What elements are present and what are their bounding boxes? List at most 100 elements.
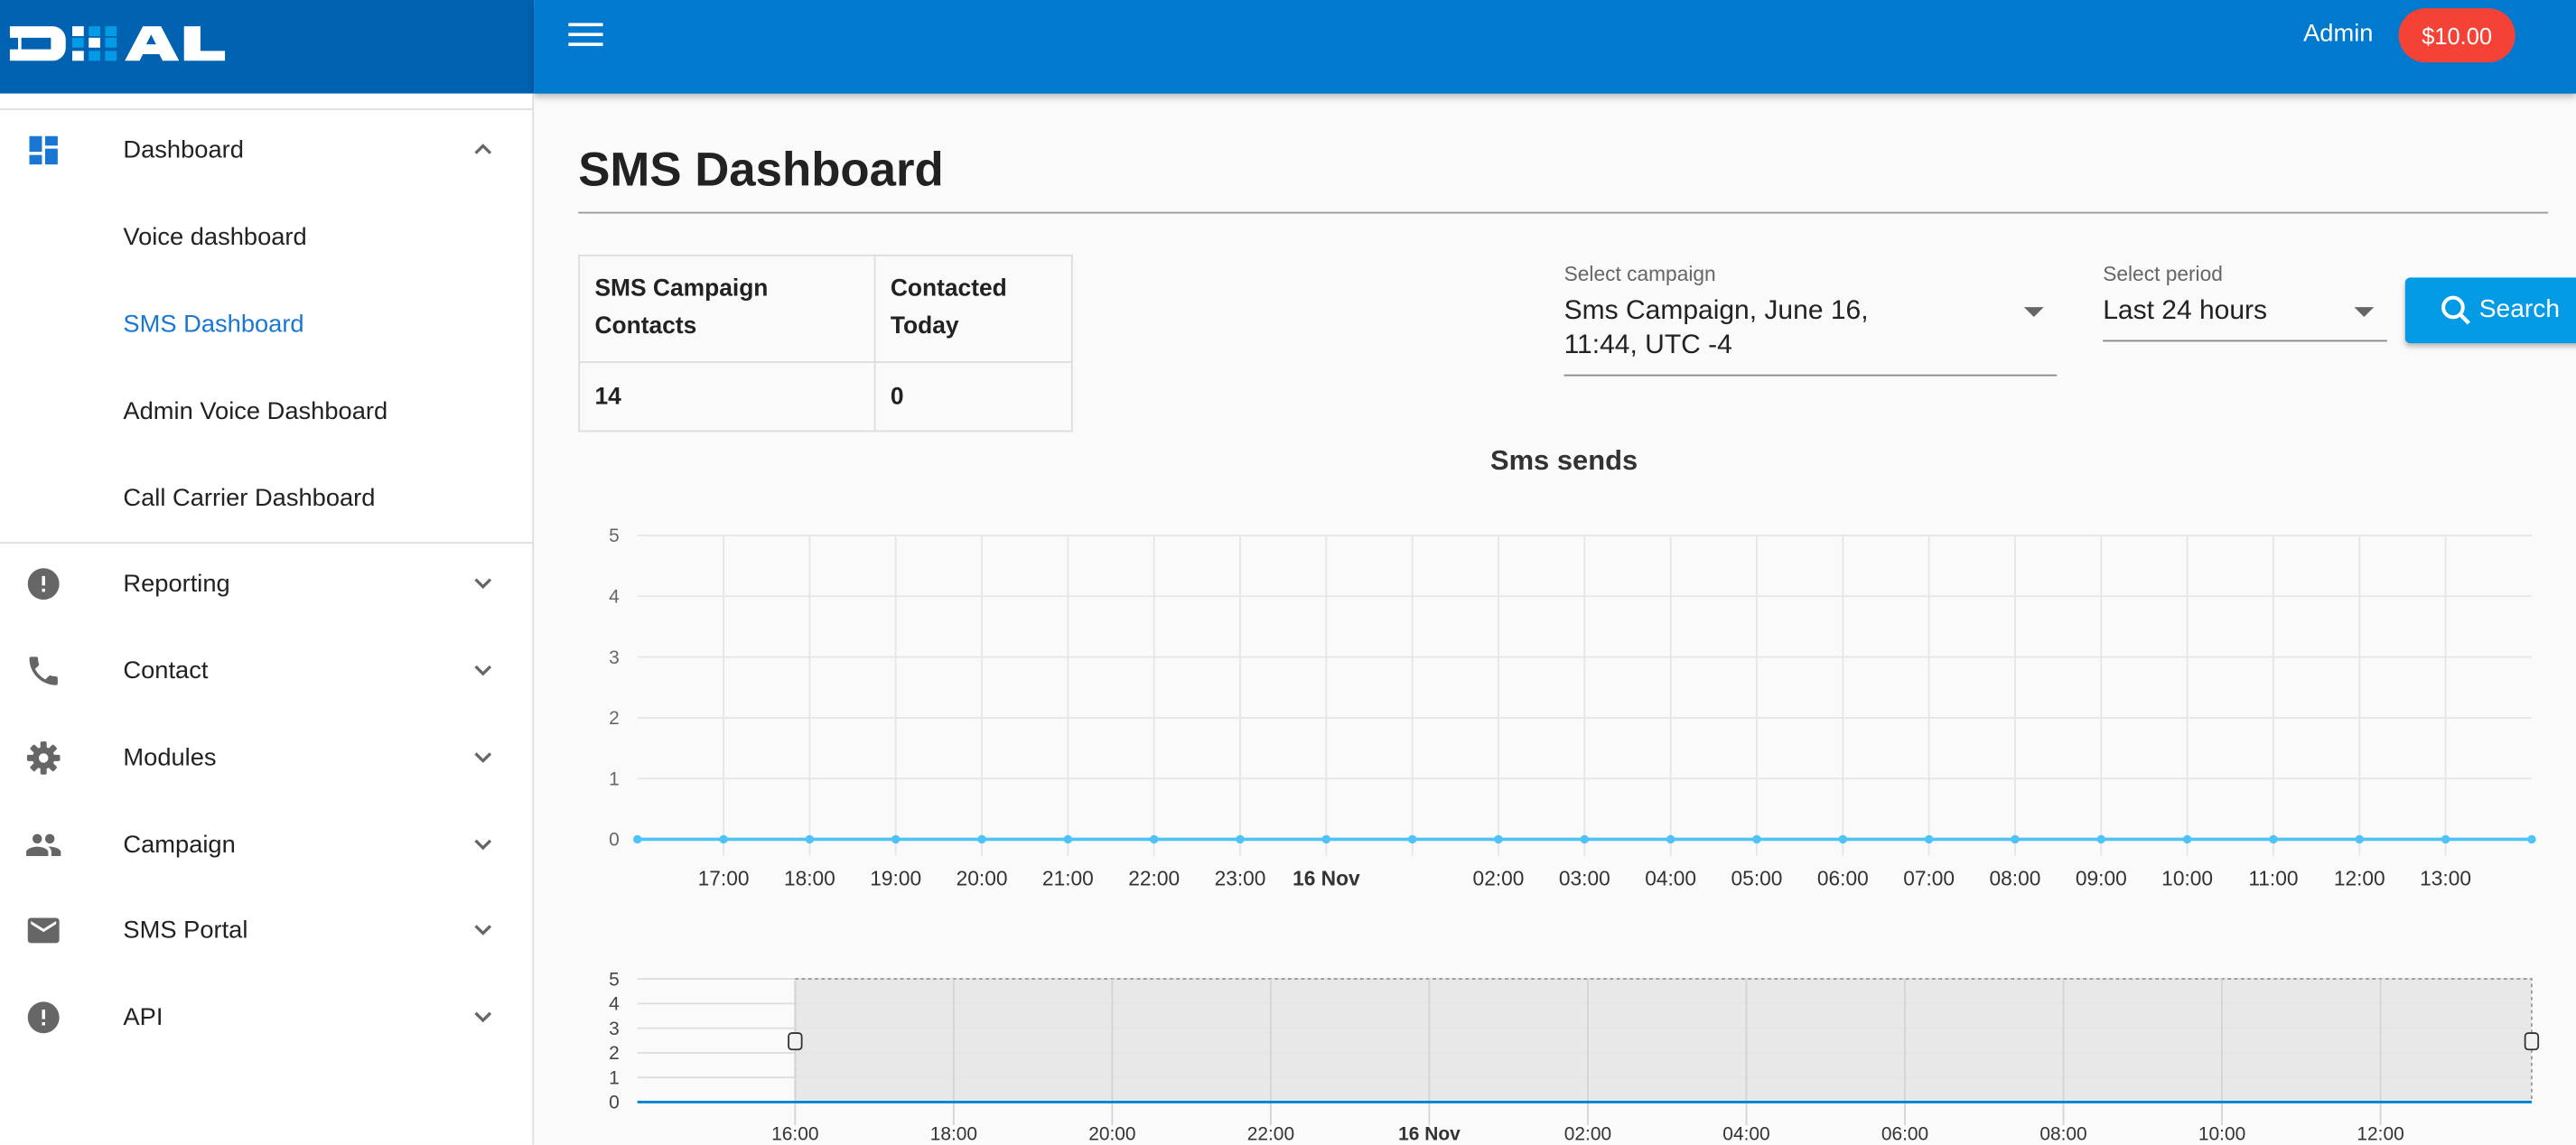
chevron-down-icon[interactable] xyxy=(468,830,498,860)
sidebar-item-label: Reporting xyxy=(123,569,230,598)
value-contacted-today: 0 xyxy=(873,361,1073,433)
menu-icon[interactable] xyxy=(568,23,603,49)
x-tick-label: 07:00 xyxy=(1903,866,1955,889)
data-point xyxy=(1752,834,1761,844)
navigator-left-handle[interactable] xyxy=(788,1032,803,1051)
x-tick-label: 04:00 xyxy=(1645,866,1696,889)
sidebar-item-label: Voice dashboard xyxy=(123,222,307,251)
campaign-select[interactable]: Select campaign Sms Campaign, June 16, 1… xyxy=(1563,263,2058,377)
x-tick-label: 13:00 xyxy=(2420,866,2471,889)
x-tick-label: 03:00 xyxy=(1559,866,1610,889)
sidebar-item-voice-dashboard[interactable]: Voice dashboard xyxy=(0,204,532,270)
y-tick-label: 5 xyxy=(609,526,620,546)
chevron-down-icon[interactable] xyxy=(468,656,498,685)
navigator-x-tick-label: 10:00 xyxy=(2198,1123,2245,1144)
header-contacted-today: Contacted Today xyxy=(873,254,1073,363)
sidebar-item-label: SMS Dashboard xyxy=(123,309,304,338)
x-tick-label: 06:00 xyxy=(1817,866,1869,889)
navigator-y-tick-label: 5 xyxy=(609,969,620,990)
x-tick-label: 02:00 xyxy=(1473,866,1525,889)
data-point xyxy=(719,834,728,844)
people-icon xyxy=(26,833,61,856)
phone-icon xyxy=(29,656,58,684)
navigator-x-tick-label: 12:00 xyxy=(2357,1123,2403,1144)
sidebar-item-label: Dashboard xyxy=(123,135,244,163)
y-tick-label: 4 xyxy=(609,587,620,608)
x-tick-label: 19:00 xyxy=(870,866,921,889)
sidebar-item-campaign[interactable]: Campaign xyxy=(0,812,532,878)
data-point xyxy=(1580,834,1590,844)
chevron-up-icon[interactable] xyxy=(468,135,498,164)
chevron-down-icon[interactable] xyxy=(468,915,498,945)
data-point xyxy=(2527,834,2536,844)
chevron-down-icon[interactable] xyxy=(468,568,498,598)
data-point xyxy=(805,834,815,844)
sidebar-item-call-carrier-dashboard[interactable]: Call Carrier Dashboard xyxy=(0,465,532,531)
navigator-y-tick-label: 1 xyxy=(609,1067,620,1088)
navigator-x-tick-label: 02:00 xyxy=(1564,1123,1611,1144)
chevron-down-icon[interactable] xyxy=(468,742,498,772)
underline xyxy=(2103,340,2387,342)
page-title: SMS Dashboard xyxy=(578,144,944,198)
x-tick-label: 05:00 xyxy=(1731,866,1783,889)
navigator-x-tick-label: 22:00 xyxy=(1247,1123,1294,1144)
data-point xyxy=(1236,834,1245,844)
y-tick-label: 3 xyxy=(609,647,620,668)
sidebar-item-label: Contact xyxy=(123,656,209,684)
search-button[interactable]: Search xyxy=(2404,277,2576,344)
sidebar-item-sms-dashboard[interactable]: SMS Dashboard xyxy=(0,291,532,357)
top-bar xyxy=(534,0,2576,94)
campaign-select-value-line2: 11:44, UTC -4 xyxy=(1563,330,1732,360)
dropdown-arrow-icon xyxy=(2023,307,2044,318)
x-tick-label: 12:00 xyxy=(2334,866,2385,889)
period-select[interactable]: Select period Last 24 hours xyxy=(2103,263,2387,345)
period-select-value: Last 24 hours xyxy=(2103,295,2268,326)
data-point xyxy=(977,834,986,844)
sidebar-item-modules[interactable]: Modules xyxy=(0,724,532,790)
dropdown-arrow-icon xyxy=(2354,307,2375,318)
data-point xyxy=(2096,834,2106,844)
user-name[interactable]: Admin xyxy=(2303,19,2374,48)
data-point xyxy=(2269,834,2278,844)
y-tick-label: 2 xyxy=(609,708,620,729)
sidebar-item-dashboard[interactable]: Dashboard xyxy=(0,116,532,182)
logo[interactable] xyxy=(8,23,226,62)
x-tick-label: 08:00 xyxy=(1990,866,2041,889)
data-point xyxy=(1149,834,1159,844)
x-tick-label: 10:00 xyxy=(2161,866,2213,889)
navigator-right-handle[interactable] xyxy=(2524,1032,2540,1051)
balance-badge[interactable]: $10.00 xyxy=(2398,8,2515,63)
navigator-x-tick-label: 16:00 xyxy=(771,1123,818,1144)
sidebar xyxy=(0,93,535,1145)
dashboard-icon xyxy=(29,135,58,164)
data-point xyxy=(1666,834,1675,844)
sidebar-item-contact[interactable]: Contact xyxy=(0,638,532,703)
data-point xyxy=(2182,834,2192,844)
navigator-x-tick-label: 18:00 xyxy=(930,1123,977,1144)
navigator-x-tick-label: 04:00 xyxy=(1722,1123,1769,1144)
x-tick-label: 09:00 xyxy=(2076,866,2127,889)
navigator-selection-mask xyxy=(794,978,2533,1103)
stats-table: SMS Campaign Contacts Contacted Today 14… xyxy=(578,254,1073,433)
x-tick-label: 20:00 xyxy=(957,866,1008,889)
sidebar-item-sms-portal[interactable]: SMS Portal xyxy=(0,897,532,963)
value-campaign-contacts: 14 xyxy=(578,361,876,433)
sidebar-item-api[interactable]: API xyxy=(0,984,532,1050)
x-tick-label: 23:00 xyxy=(1215,866,1266,889)
x-tick-label: 22:00 xyxy=(1128,866,1180,889)
navigator-y-tick-label: 3 xyxy=(609,1019,620,1039)
sidebar-item-admin-voice-dashboard[interactable]: Admin Voice Dashboard xyxy=(0,377,532,443)
x-tick-label: 21:00 xyxy=(1042,866,1094,889)
alert-circle-icon xyxy=(27,567,60,600)
data-point xyxy=(1494,834,1503,844)
chevron-down-icon[interactable] xyxy=(468,1002,498,1032)
navigator-y-tick-label: 2 xyxy=(609,1043,620,1064)
x-tick-label: 16 Nov xyxy=(1293,866,1360,889)
sidebar-item-reporting[interactable]: Reporting xyxy=(0,550,532,616)
underline xyxy=(1563,374,2058,377)
title-divider xyxy=(578,211,2549,214)
navigator-x-tick-label: 06:00 xyxy=(1881,1123,1928,1144)
navigator-x-tick-label: 16 Nov xyxy=(1398,1123,1461,1144)
x-tick-label: 18:00 xyxy=(784,866,835,889)
